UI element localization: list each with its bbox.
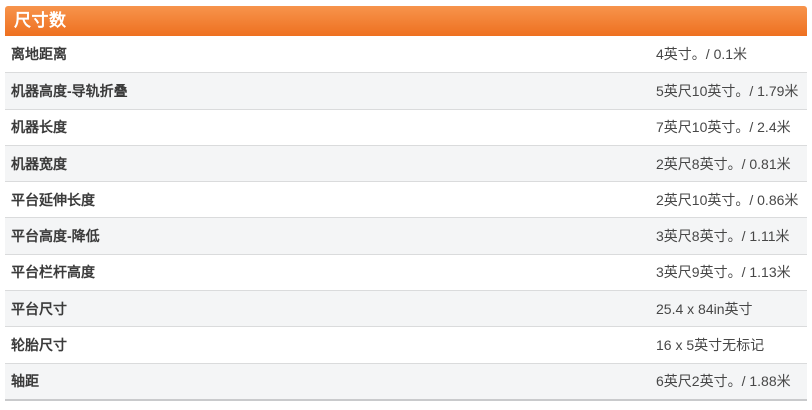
spec-value: 6英尺2英寸。/ 1.88米 bbox=[656, 373, 791, 390]
spec-value: 2英尺8英寸。/ 0.81米 bbox=[656, 155, 791, 172]
spec-label: 机器高度-导轨折叠 bbox=[11, 82, 128, 99]
spec-value: 3英尺9英寸。/ 1.13米 bbox=[656, 264, 791, 281]
section-title: 尺寸数 bbox=[14, 11, 67, 30]
spec-label: 平台尺寸 bbox=[11, 300, 67, 317]
spec-value: 5英尺10英寸。/ 1.79米 bbox=[656, 82, 799, 99]
spec-label: 平台延伸长度 bbox=[11, 191, 95, 208]
section-header: 尺寸数 bbox=[5, 6, 807, 36]
spec-label: 离地距离 bbox=[11, 46, 67, 63]
spec-table: 离地距离 4英寸。/ 0.1米 机器高度-导轨折叠 5英尺10英寸。/ 1.79… bbox=[5, 36, 807, 401]
spec-row-ground-clearance: 离地距离 4英寸。/ 0.1米 bbox=[5, 36, 807, 73]
spec-value: 25.4 x 84in英寸 bbox=[656, 300, 753, 317]
spec-row-wheelbase: 轴距 6英尺2英寸。/ 1.88米 bbox=[5, 362, 807, 399]
spec-label: 机器宽度 bbox=[11, 155, 67, 172]
spec-row-tire-size: 轮胎尺寸 16 x 5英寸无标记 bbox=[5, 326, 807, 363]
spec-value: 7英尺10英寸。/ 2.4米 bbox=[656, 119, 791, 136]
spec-row-platform-height-lowered: 平台高度-降低 3英尺8英寸。/ 1.11米 bbox=[5, 217, 807, 254]
spec-label: 机器长度 bbox=[11, 119, 67, 136]
spec-label: 轮胎尺寸 bbox=[11, 337, 67, 354]
spec-value: 3英尺8英寸。/ 1.11米 bbox=[656, 228, 790, 245]
spec-row-machine-height-rails-folded: 机器高度-导轨折叠 5英尺10英寸。/ 1.79米 bbox=[5, 72, 807, 109]
spec-value: 16 x 5英寸无标记 bbox=[656, 337, 765, 354]
spec-label: 平台栏杆高度 bbox=[11, 264, 95, 281]
spec-row-platform-extension-length: 平台延伸长度 2英尺10英寸。/ 0.86米 bbox=[5, 181, 807, 218]
spec-value: 4英寸。/ 0.1米 bbox=[656, 46, 748, 63]
spec-row-platform-rail-height: 平台栏杆高度 3英尺9英寸。/ 1.13米 bbox=[5, 253, 807, 291]
spec-row-machine-width: 机器宽度 2英尺8英寸。/ 0.81米 bbox=[5, 144, 807, 182]
spec-value: 2英尺10英寸。/ 0.86米 bbox=[656, 191, 799, 208]
dimensions-spec-section: 尺寸数 离地距离 4英寸。/ 0.1米 机器高度-导轨折叠 5英尺10英寸。/ … bbox=[5, 6, 807, 401]
spec-row-platform-size: 平台尺寸 25.4 x 84in英寸 bbox=[5, 290, 807, 327]
spec-label: 平台高度-降低 bbox=[11, 228, 100, 245]
spec-label: 轴距 bbox=[11, 373, 39, 390]
spec-row-machine-length: 机器长度 7英尺10英寸。/ 2.4米 bbox=[5, 108, 807, 145]
